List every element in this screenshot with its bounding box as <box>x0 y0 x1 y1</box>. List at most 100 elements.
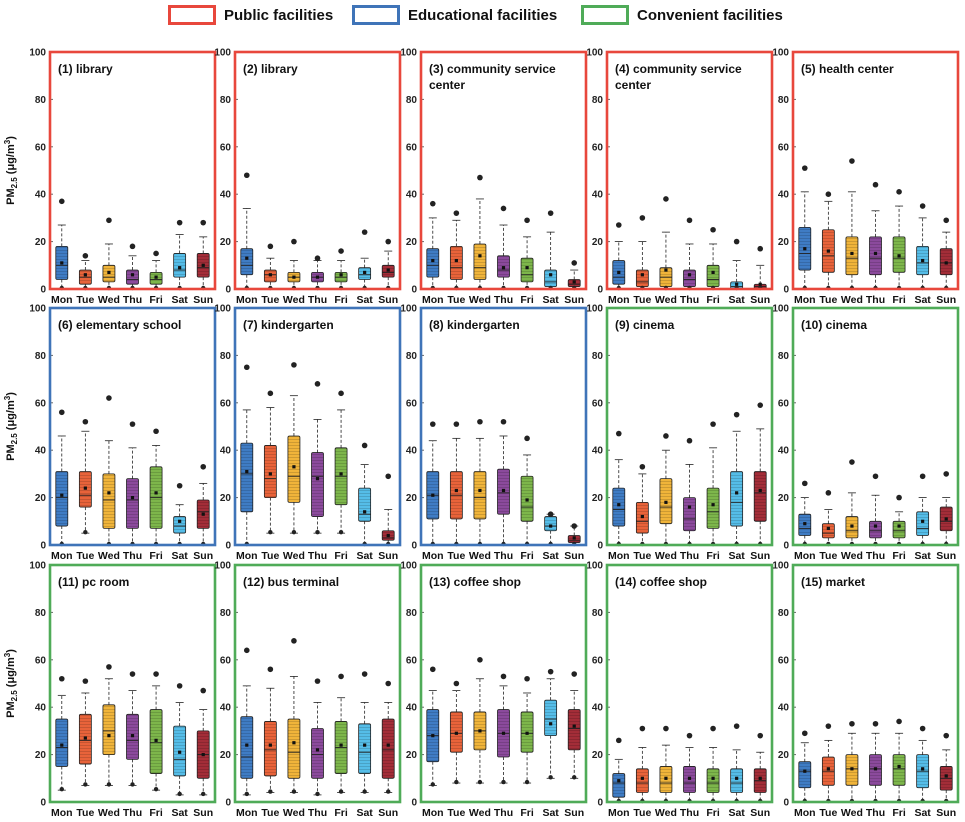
outlier-point <box>267 390 274 397</box>
mean-marker <box>897 524 901 528</box>
mean-marker <box>154 738 158 742</box>
x-tick-label: Tue <box>447 807 465 819</box>
mean-marker <box>921 258 925 263</box>
x-tick-label: Wed <box>469 294 491 306</box>
mean-marker <box>245 256 249 260</box>
x-tick-label: Mon <box>236 807 258 819</box>
outlier-point <box>639 463 646 470</box>
mean-marker <box>921 767 925 771</box>
mean-marker <box>130 496 135 500</box>
panel-13: 0 20 40 60 80 100 Mon Tue Wed Thu Fri Sat Sun (13) co… <box>400 561 588 819</box>
x-tick-label: Wed <box>655 550 677 562</box>
x-tick-label: Wed <box>469 550 491 562</box>
x-tick-label: Fri <box>706 807 720 819</box>
mean-marker <box>687 776 692 780</box>
outlier-point <box>243 364 250 371</box>
x-tick-label: Thu <box>123 294 142 306</box>
y-tick-label: 100 <box>772 304 789 315</box>
mean-marker <box>711 270 715 275</box>
legend: Public facilities Educational facilities… <box>0 2 965 28</box>
x-tick-label: Wed <box>98 294 120 306</box>
panel-frame <box>48 306 217 547</box>
mean-marker <box>850 524 854 528</box>
panel-title: (1) library <box>58 62 113 76</box>
outlier-point <box>733 238 740 245</box>
box-hatch <box>683 270 696 287</box>
outlier-point <box>268 789 273 794</box>
outlier-point <box>130 782 135 787</box>
mean-marker <box>83 486 87 490</box>
x-tick-label: Mon <box>422 294 444 306</box>
x-tick-label: Sun <box>750 550 770 562</box>
x-tick-label: Fri <box>334 550 348 562</box>
x-tick-label: Sun <box>564 294 584 306</box>
y-axis-label: PM2.5 (μg/m3) <box>3 392 19 461</box>
outlier-point <box>82 253 89 259</box>
outlier-point <box>291 638 297 644</box>
panel-1: 0 20 40 60 80 100 Mon Tue Wed Thu Fri Sat Sun (1) lib… <box>29 48 217 306</box>
mean-marker <box>178 266 182 270</box>
outlier-point <box>872 473 879 480</box>
y-tick-label: 100 <box>29 304 46 315</box>
x-tick-label: Wed <box>283 807 305 819</box>
outlier-point <box>686 732 693 739</box>
y-tick-label: 40 <box>592 446 604 457</box>
mean-marker <box>687 505 692 509</box>
mean-marker <box>735 776 739 780</box>
x-tick-label: Mon <box>794 294 816 306</box>
mean-marker <box>826 526 830 531</box>
panel-frame <box>791 50 960 291</box>
y-tick-label: 40 <box>220 190 232 201</box>
outlier-point <box>314 678 321 684</box>
box-hatch <box>473 471 486 519</box>
mean-marker <box>454 258 458 263</box>
box-hatch <box>240 248 253 275</box>
y-tick-label: 80 <box>778 351 790 362</box>
outlier-point <box>201 791 206 797</box>
y-tick-label: 20 <box>592 750 604 761</box>
mean-marker <box>363 270 367 275</box>
x-tick-label: Tue <box>261 294 279 306</box>
mean-marker <box>549 722 553 726</box>
y-tick-label: 20 <box>35 237 47 248</box>
mean-marker <box>107 270 111 275</box>
y-tick-label: 60 <box>35 142 47 153</box>
outlier-point <box>710 725 716 732</box>
y-tick-label: 20 <box>35 750 47 761</box>
outlier-point <box>477 657 483 663</box>
x-tick-label: Wed <box>469 807 491 819</box>
outlier-point <box>314 381 321 387</box>
x-tick-label: Fri <box>149 294 163 306</box>
outlier-point <box>943 471 950 477</box>
mean-marker <box>83 736 87 740</box>
y-tick-label: 100 <box>400 304 417 315</box>
box-hatch <box>264 721 277 776</box>
mean-marker <box>525 266 529 270</box>
outlier-point <box>315 791 320 797</box>
mean-marker <box>386 743 390 747</box>
mean-marker <box>921 519 925 523</box>
y-tick-label: 60 <box>592 142 604 153</box>
box-hatch <box>730 471 743 527</box>
y-tick-label: 20 <box>35 493 47 504</box>
y-tick-label: 100 <box>772 48 789 59</box>
outlier-point <box>291 529 297 535</box>
outlier-point <box>106 217 112 224</box>
outlier-point <box>153 786 159 792</box>
y-tick-label: 60 <box>220 142 232 153</box>
x-tick-label: Tue <box>819 550 837 562</box>
panel-6: 0 20 40 60 80 100 Mon Tue Wed Thu Fri Sat Sun (6) ele… <box>29 304 217 562</box>
x-tick-label: Thu <box>494 807 513 819</box>
panel-4: 0 20 40 60 80 100 Mon Tue Wed Thu Fri Sat Sun (4) com… <box>586 48 774 306</box>
outlier-point <box>639 725 646 732</box>
y-tick-label: 0 <box>597 798 603 809</box>
y-tick-label: 0 <box>225 285 231 296</box>
x-tick-label: Wed <box>841 550 863 562</box>
box-hatch <box>869 521 882 538</box>
outlier-point <box>129 243 136 250</box>
x-tick-label: Sat <box>542 550 559 562</box>
y-tick-label: 60 <box>220 398 232 409</box>
outlier-point <box>615 430 622 437</box>
outlier-point <box>663 433 669 439</box>
mean-marker <box>386 533 390 538</box>
